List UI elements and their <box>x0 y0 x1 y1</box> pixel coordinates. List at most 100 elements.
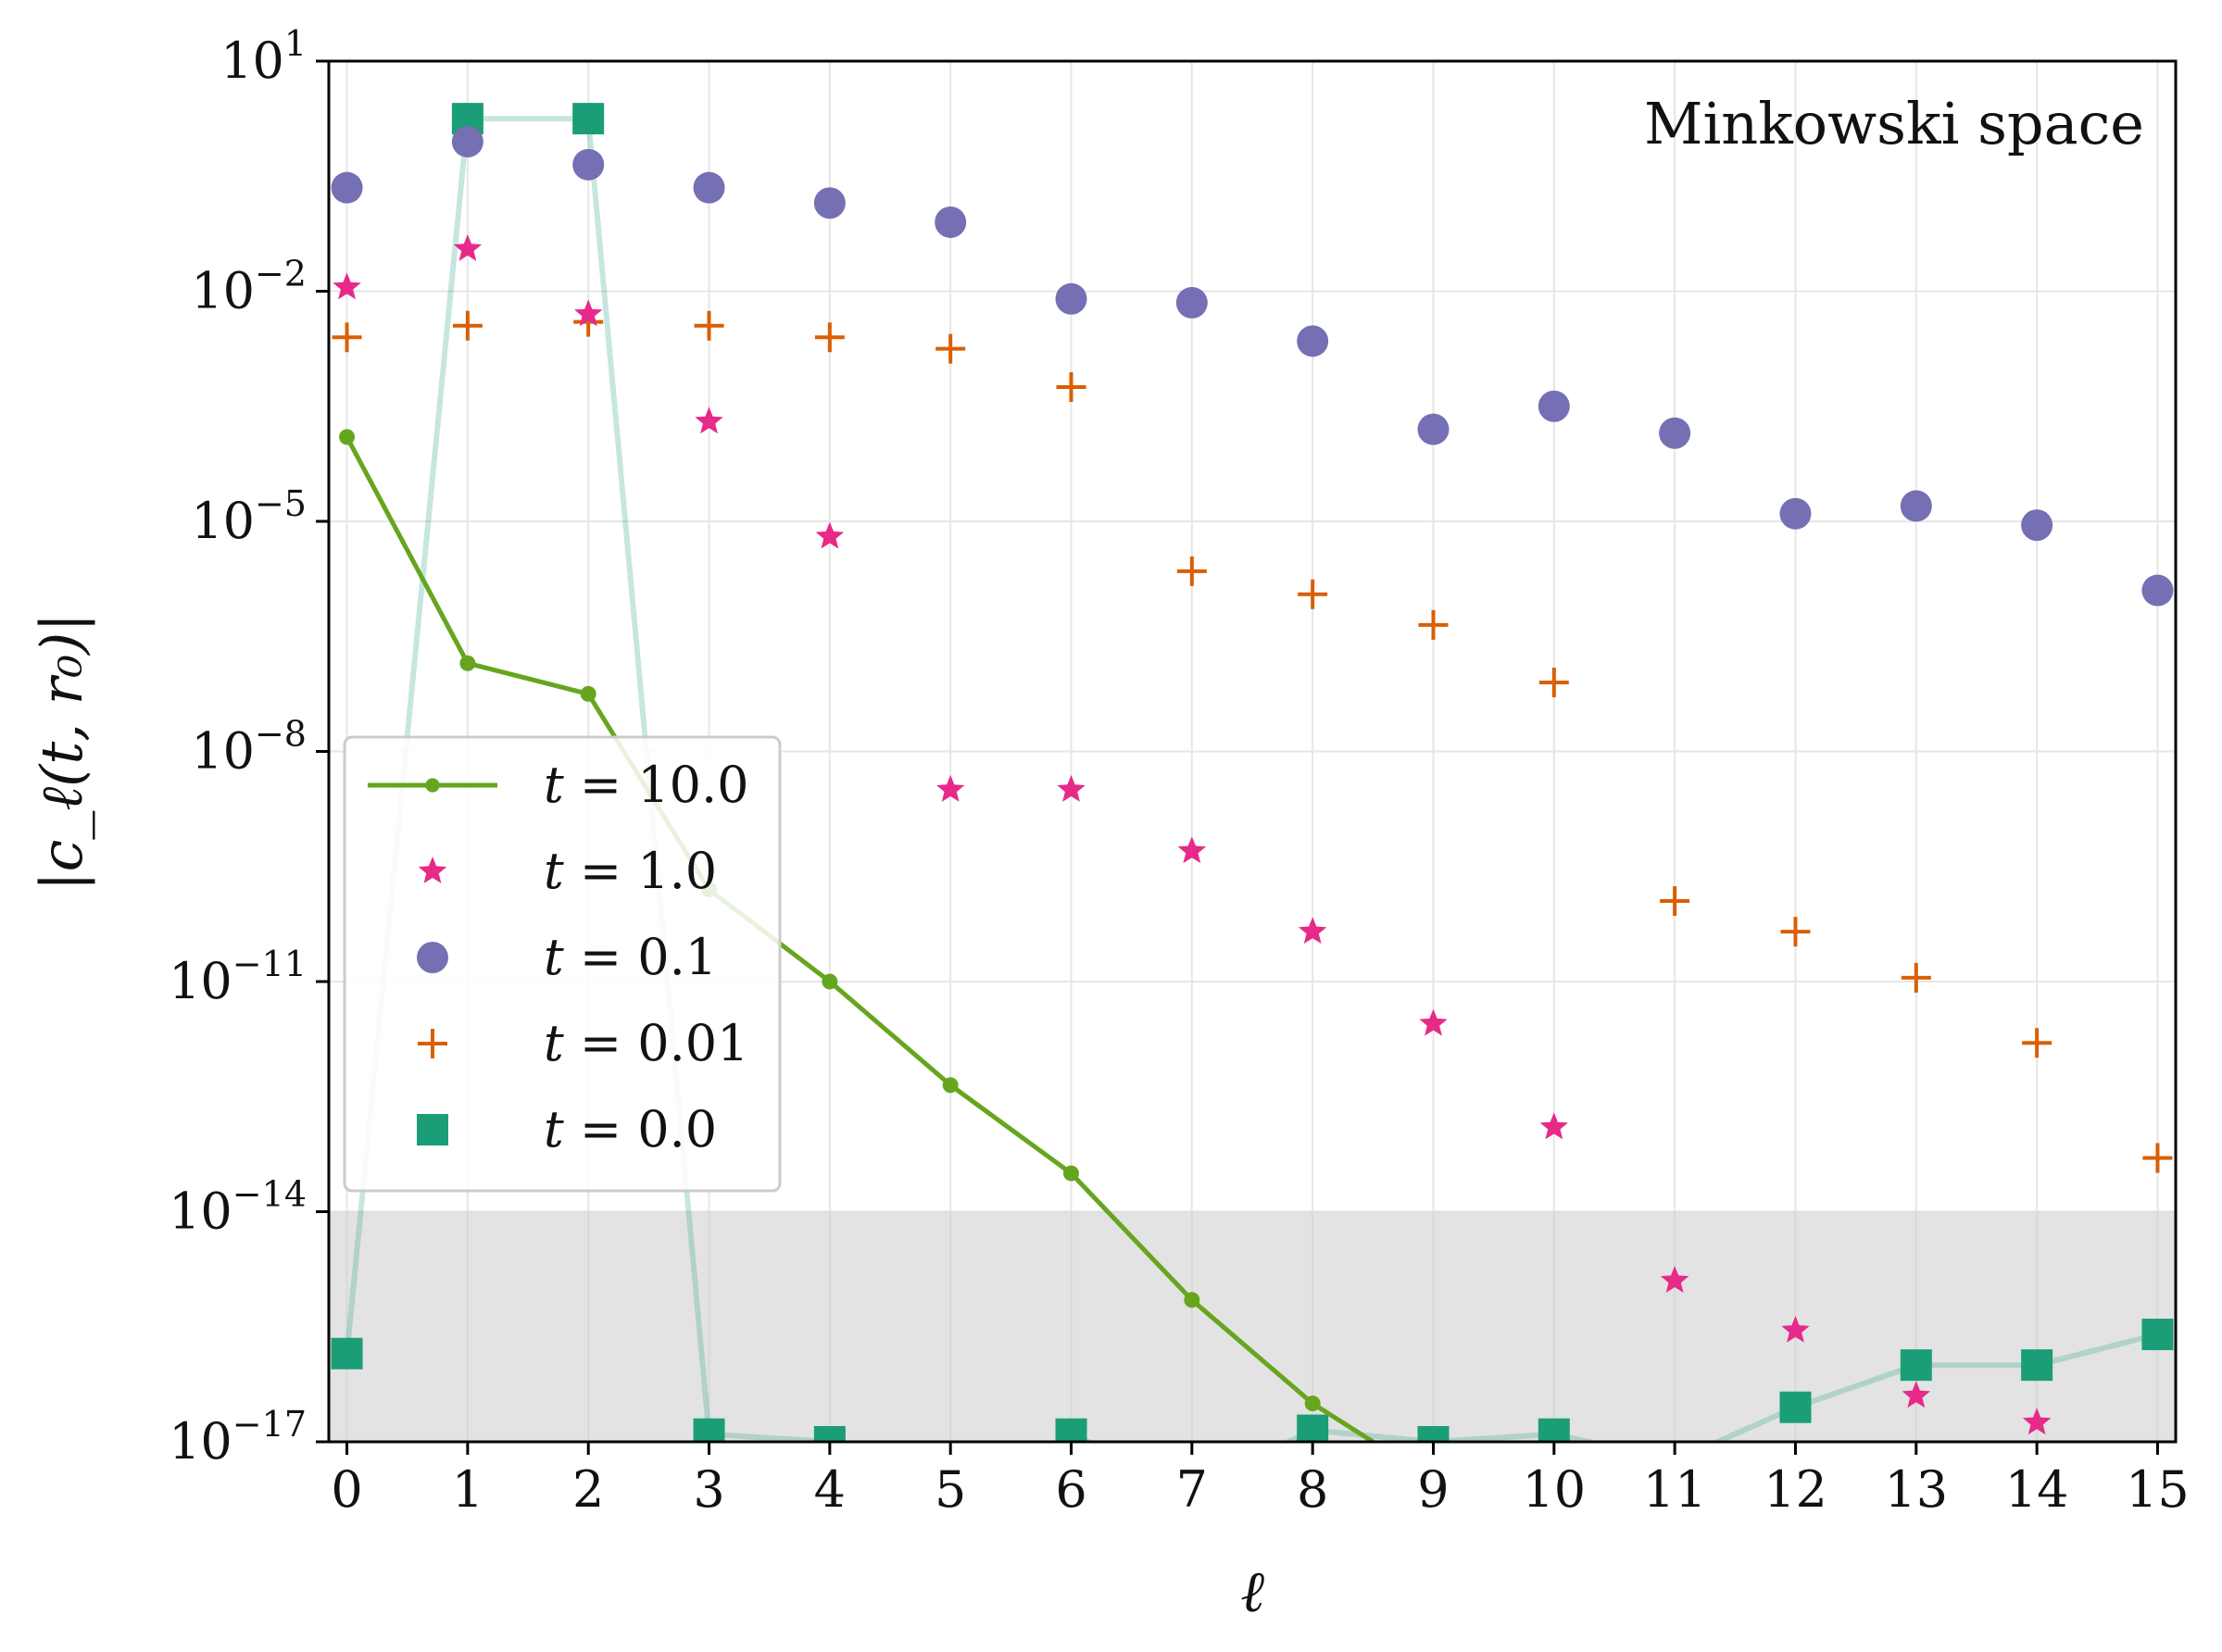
noise-floor-band <box>329 1211 2176 1442</box>
data-point <box>1538 1418 1570 1442</box>
x-tick-label: 1 <box>452 1460 483 1519</box>
data-point <box>1056 372 1086 403</box>
y-tick-label: 10−17 <box>169 1404 307 1471</box>
data-point <box>1900 1349 1932 1382</box>
data-point <box>1184 1292 1200 1308</box>
data-point <box>1055 1418 1087 1442</box>
legend-marker <box>417 1114 448 1145</box>
data-point <box>1298 917 1327 945</box>
data-point <box>693 171 725 204</box>
data-point <box>935 206 967 238</box>
data-point <box>2142 1143 2173 1173</box>
legend-label: t = 0.01 <box>544 1014 749 1072</box>
x-tick-label: 14 <box>2005 1460 2069 1519</box>
legend-item: t = 0.1 <box>417 928 717 986</box>
data-point <box>695 407 723 434</box>
data-point <box>1297 1414 1329 1442</box>
x-tick-label: 6 <box>1055 1460 1086 1519</box>
data-point <box>572 103 605 135</box>
data-point <box>459 655 476 671</box>
x-tick-label: 13 <box>1884 1460 1948 1519</box>
x-tick-label: 15 <box>2126 1460 2190 1519</box>
legend-marker <box>417 942 448 973</box>
legend-box <box>343 735 782 1193</box>
data-point <box>1781 1315 1810 1343</box>
y-tick-label: 10−14 <box>169 1174 307 1241</box>
data-point <box>1659 417 1691 449</box>
x-tick-label: 2 <box>572 1460 604 1519</box>
x-tick-label: 11 <box>1643 1460 1707 1519</box>
data-point <box>1538 667 1569 697</box>
data-point <box>1063 1165 1080 1182</box>
data-point <box>1055 282 1087 315</box>
data-point <box>1304 1395 1321 1412</box>
data-point <box>1779 497 1812 530</box>
data-point <box>1176 556 1207 586</box>
data-point <box>1175 286 1208 319</box>
x-tick-label: 7 <box>1176 1460 1208 1519</box>
data-point <box>1539 1112 1568 1140</box>
data-point <box>813 187 846 219</box>
data-point <box>2022 1028 2053 1058</box>
legend-marker <box>418 857 447 883</box>
data-point <box>1298 579 1328 609</box>
x-tick-label: 8 <box>1297 1460 1328 1519</box>
data-point <box>693 1418 725 1442</box>
legend-marker <box>418 1029 447 1058</box>
data-point <box>1902 1381 1930 1408</box>
x-tick-label: 10 <box>1522 1460 1586 1519</box>
legend-item: t = 0.01 <box>418 1014 749 1072</box>
ticks: 0 1 2 3 4 5 6 7 8 9 10 11 12 13 14 1510110−210−510−810−… <box>169 23 2190 1519</box>
data-point <box>1297 325 1329 357</box>
data-point <box>1901 962 1931 993</box>
legend-label: t = 0.0 <box>544 1100 717 1158</box>
data-point <box>1418 609 1449 640</box>
y-tick-label: 10−5 <box>191 483 307 550</box>
data-point <box>580 685 596 702</box>
data-point <box>333 272 361 300</box>
legend-label: t = 1.0 <box>544 842 717 900</box>
data-point <box>1900 490 1932 522</box>
data-point <box>822 973 838 990</box>
legend-item: t = 10.0 <box>368 756 749 814</box>
data-point <box>813 1426 846 1442</box>
legend-item: t = 0.0 <box>417 1100 717 1158</box>
data-point <box>572 148 605 181</box>
data-point <box>453 233 483 261</box>
legend-label: t = 10.0 <box>544 756 749 814</box>
legend: t = 10.0 t = 1.0 t = 0.1 t = 0.01 t = 0.0 <box>343 735 782 1193</box>
y-axis-label: |c_ℓ(t, r₀)| <box>28 613 95 892</box>
x-tick-label: 12 <box>1764 1460 1827 1519</box>
x-tick-label: 9 <box>1417 1460 1449 1519</box>
data-point <box>2021 509 2053 542</box>
x-tick-label: 5 <box>935 1460 966 1519</box>
data-point <box>574 299 603 327</box>
data-point <box>2141 1319 2174 1351</box>
series-0.1 <box>331 125 2174 607</box>
data-point <box>1417 413 1450 445</box>
data-point <box>451 125 483 157</box>
x-tick-label: 4 <box>814 1460 846 1519</box>
x-tick-label: 3 <box>693 1460 724 1519</box>
data-point <box>452 310 483 341</box>
data-point <box>2021 1349 2053 1382</box>
data-point <box>935 333 966 364</box>
data-point <box>815 521 845 549</box>
data-point <box>1779 1391 1812 1423</box>
data-point <box>694 310 724 341</box>
data-point <box>814 322 845 353</box>
data-point <box>331 171 363 204</box>
data-point <box>1660 1266 1689 1293</box>
data-point <box>942 1077 959 1094</box>
series-1.0 <box>333 233 2052 1435</box>
data-point <box>1177 836 1207 864</box>
data-point <box>331 1337 363 1370</box>
y-tick-label: 101 <box>220 23 307 90</box>
y-tick-label: 10−2 <box>191 254 307 320</box>
y-tick-label: 10−11 <box>169 944 307 1010</box>
data-point <box>1057 774 1086 802</box>
series-line <box>345 435 1378 1442</box>
legend-item: t = 1.0 <box>418 842 717 900</box>
data-point <box>1419 1008 1448 1036</box>
data-point <box>1538 390 1570 422</box>
